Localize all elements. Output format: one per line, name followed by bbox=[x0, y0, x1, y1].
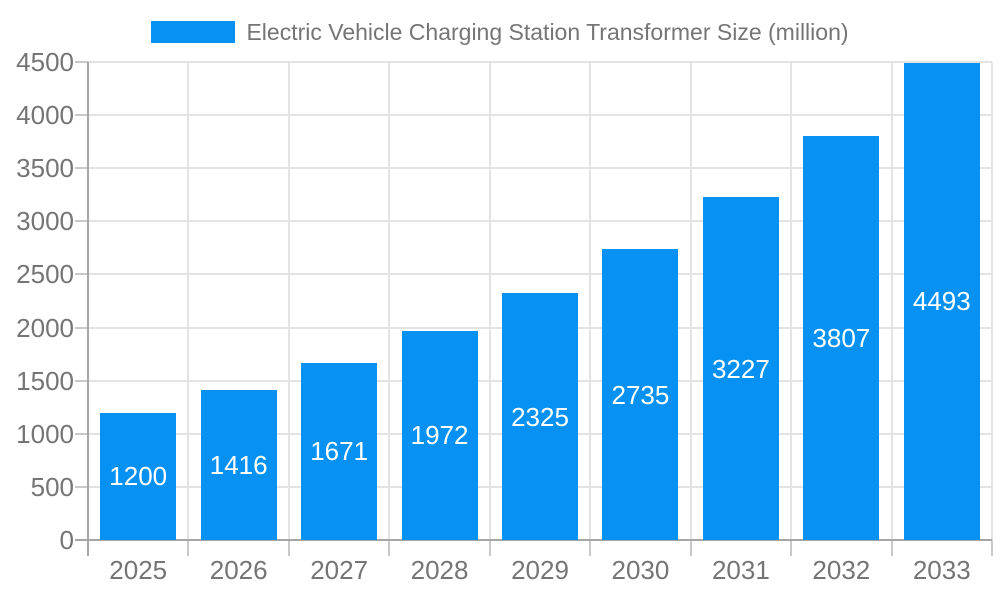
bar[interactable] bbox=[502, 293, 578, 540]
gridline-vertical bbox=[991, 62, 993, 540]
gridline-horizontal bbox=[88, 220, 992, 223]
gridline-vertical bbox=[689, 62, 692, 540]
y-axis-tick bbox=[75, 485, 88, 488]
bar-value-label: 2325 bbox=[511, 401, 569, 432]
gridline-vertical bbox=[790, 62, 793, 540]
x-axis-tick bbox=[890, 540, 893, 556]
gridline-horizontal bbox=[88, 61, 992, 63]
y-axis-tick bbox=[75, 379, 88, 382]
gridline-vertical bbox=[488, 62, 491, 540]
gridline-horizontal bbox=[88, 167, 992, 170]
x-axis-tick-label: 2029 bbox=[511, 555, 569, 585]
y-axis-tick-label: 1000 bbox=[16, 418, 74, 449]
chart-legend[interactable]: Electric Vehicle Charging Station Transf… bbox=[0, 18, 1000, 45]
y-axis-tick-label: 2000 bbox=[16, 312, 74, 343]
gridline-vertical bbox=[287, 62, 290, 540]
bar[interactable] bbox=[301, 362, 378, 540]
x-axis-tick-label: 2025 bbox=[109, 555, 168, 585]
x-axis-tick-label: 2028 bbox=[410, 555, 469, 585]
x-axis-tick bbox=[790, 540, 793, 556]
y-axis-tick-label: 4500 bbox=[16, 47, 74, 77]
y-axis-tick bbox=[75, 326, 88, 329]
y-axis-tick bbox=[75, 114, 88, 117]
x-axis-tick bbox=[287, 540, 290, 556]
y-axis-tick-label: 3500 bbox=[16, 153, 74, 184]
bar[interactable] bbox=[702, 197, 779, 540]
bar-value-label: 2735 bbox=[611, 379, 670, 410]
gridline-vertical bbox=[589, 62, 592, 540]
y-axis-tick-label: 500 bbox=[30, 471, 74, 502]
bar-value-label: 1416 bbox=[209, 449, 268, 480]
bar-value-label: 3807 bbox=[812, 322, 871, 353]
bar-value-label: 1200 bbox=[109, 461, 168, 492]
y-axis-tick-label: 1500 bbox=[16, 365, 74, 396]
x-axis-tick-label: 2027 bbox=[310, 555, 369, 585]
y-axis-tick bbox=[75, 220, 88, 223]
x-axis-line bbox=[75, 539, 992, 541]
y-axis-tick-label: 0 bbox=[59, 525, 74, 555]
bar[interactable] bbox=[100, 412, 177, 540]
bar-value-label: 3227 bbox=[711, 353, 770, 384]
x-axis-tick bbox=[589, 540, 592, 556]
x-axis-tick-label: 2031 bbox=[711, 555, 770, 585]
y-axis-tick bbox=[75, 61, 88, 63]
x-axis-tick bbox=[991, 540, 993, 556]
bar[interactable] bbox=[602, 249, 679, 540]
x-axis-tick bbox=[689, 540, 692, 556]
bar-value-label: 1972 bbox=[410, 420, 469, 451]
y-axis-tick-label: 3000 bbox=[16, 206, 74, 237]
x-axis-tick-label: 2026 bbox=[209, 555, 268, 585]
x-axis-tick bbox=[488, 540, 491, 556]
legend-swatch-icon bbox=[151, 21, 236, 43]
y-axis-tick-label: 4000 bbox=[16, 100, 74, 131]
bar[interactable] bbox=[200, 389, 277, 540]
bar-value-label: 1671 bbox=[310, 436, 369, 467]
gridline-vertical bbox=[388, 62, 391, 540]
x-axis-tick-label: 2033 bbox=[912, 555, 971, 585]
x-axis-tick bbox=[388, 540, 391, 556]
x-axis-tick bbox=[187, 540, 190, 556]
gridline-vertical bbox=[187, 62, 190, 540]
x-axis-tick-label: 2030 bbox=[611, 555, 670, 585]
y-axis-tick bbox=[75, 273, 88, 276]
legend-label: Electric Vehicle Charging Station Transf… bbox=[246, 18, 849, 45]
bar[interactable] bbox=[903, 62, 980, 540]
x-axis-tick-label: 2032 bbox=[812, 555, 871, 585]
gridline-horizontal bbox=[88, 273, 992, 276]
gridline-vertical bbox=[890, 62, 893, 540]
y-axis-tick bbox=[75, 167, 88, 170]
y-axis-tick bbox=[75, 432, 88, 435]
y-axis-tick-label: 2500 bbox=[16, 259, 74, 290]
bar[interactable] bbox=[401, 330, 478, 540]
gridline-horizontal bbox=[88, 114, 992, 117]
bar-value-label: 4493 bbox=[912, 286, 971, 317]
bar[interactable] bbox=[803, 135, 880, 540]
y-axis-line bbox=[87, 62, 89, 556]
